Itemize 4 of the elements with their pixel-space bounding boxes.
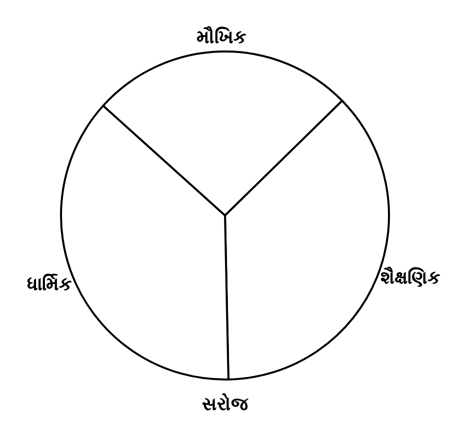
slice-label: મૌખિક [196,25,246,48]
slice-label: ધાર્મિક [27,273,72,296]
slice-label: શૈક્ષણિક [380,266,441,289]
text: સરોજ [202,393,249,416]
